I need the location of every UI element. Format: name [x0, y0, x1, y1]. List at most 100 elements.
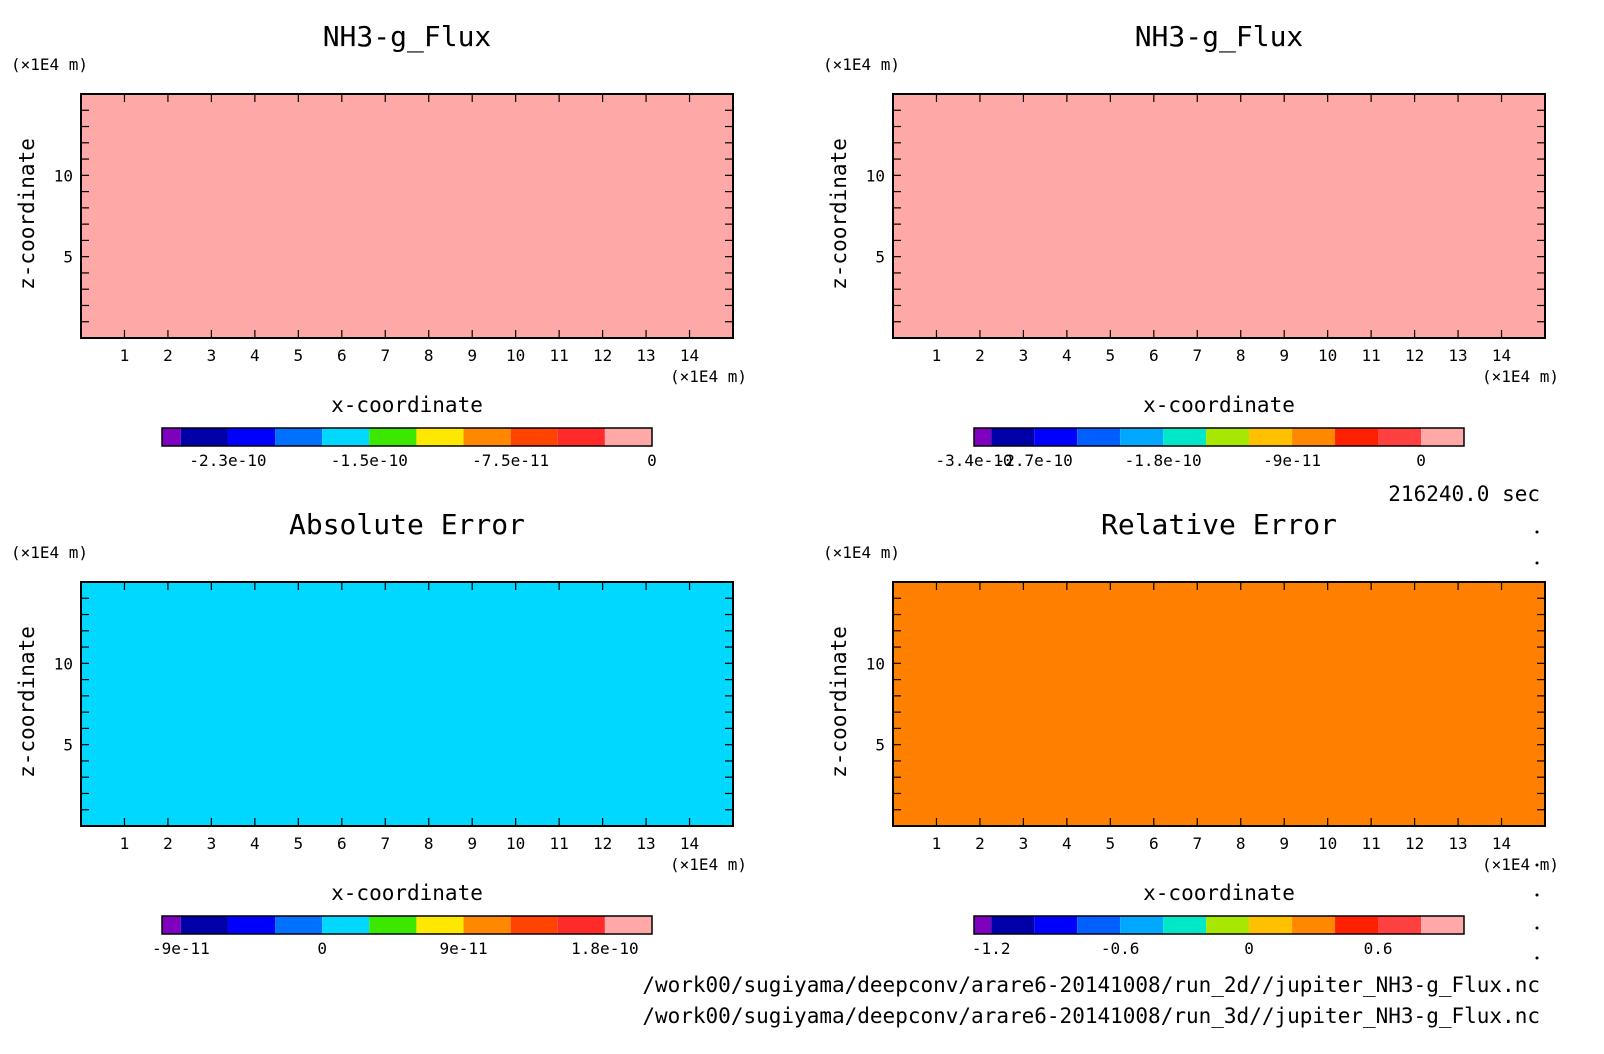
colorbar-segment [416, 428, 464, 446]
colorbar-segment [275, 428, 323, 446]
colorbar-segment [991, 428, 1035, 446]
x-unit-label: (×1E4 m) [670, 367, 747, 386]
footer-file-2d: /work00/sugiyama/deepconv/arare6-2014100… [642, 973, 1540, 997]
colorbar-tick-label: 0 [1416, 451, 1426, 470]
colorbar-segment [974, 428, 992, 446]
panel-title: Relative Error [1101, 508, 1337, 541]
field-fill [893, 94, 1545, 338]
x-unit-label: (×1E4 m) [1482, 855, 1559, 874]
colorbar-tick-label: -9e-11 [152, 939, 210, 958]
x-tick-label: 12 [1405, 834, 1424, 853]
colorbar-frame [973, 427, 1465, 447]
x-tick-label: 7 [1192, 834, 1202, 853]
x-axis-label: x-coordinate [331, 881, 483, 905]
x-tick-label: 8 [1236, 346, 1246, 365]
y-unit-label: (×1E4 m) [823, 55, 900, 74]
x-tick-label: 1 [932, 346, 942, 365]
panel-1: NH3-g_Flux(×1E4 m)1 2 3 4 5 6 7 8 9 10 11 12 13 14510… [11, 20, 747, 470]
colorbar-segment [1249, 428, 1293, 446]
x-tick-label: 12 [593, 346, 612, 365]
dot [1535, 956, 1539, 960]
x-tick-label: 1 [932, 834, 942, 853]
colorbar-segment [1335, 916, 1379, 934]
x-tick-label: 4 [250, 346, 260, 365]
y-tick-label: 10 [866, 166, 885, 185]
x-tick-label: 6 [337, 346, 347, 365]
x-tick-label: 10 [1318, 834, 1337, 853]
x-tick-label: 8 [424, 834, 434, 853]
time-label: 216240.0 sec [1388, 482, 1540, 506]
colorbar-frame [161, 427, 653, 447]
colorbar-segment [991, 916, 1035, 934]
colorbar-segment [1163, 428, 1207, 446]
x-tick-label: 3 [207, 834, 217, 853]
colorbar-segment [510, 916, 558, 934]
x-tick-label: 13 [1448, 346, 1467, 365]
panel-3: Absolute Error(×1E4 m)1 2 3 4 5 6 7 8 9 10 11 12 13 1… [11, 508, 747, 958]
colorbar: -1.2 -0.6 0 0.6 [972, 915, 1465, 958]
dot [1535, 863, 1539, 867]
colorbar-segment [1034, 428, 1078, 446]
colorbar-tick-label: -1.8e-10 [1125, 451, 1202, 470]
colorbar-tick-label: 0.6 [1364, 939, 1393, 958]
colorbar-segment [1421, 916, 1464, 934]
colorbar-tick-label: -1.2 [972, 939, 1011, 958]
x-tick-label: 6 [1149, 834, 1159, 853]
colorbar-tick-label: -2.3e-10 [189, 451, 266, 470]
colorbar-segment [463, 428, 511, 446]
x-tick-label: 13 [1448, 834, 1467, 853]
x-tick-label: 2 [163, 346, 173, 365]
y-axis-label: z-coordinate [15, 626, 39, 778]
y-unit-label: (×1E4 m) [11, 543, 88, 562]
x-tick-label: 14 [1492, 834, 1511, 853]
colorbar-tick-label: -7.5e-11 [472, 451, 549, 470]
colorbar: -9e-11 0 9e-11 1.8e-10 [152, 915, 653, 958]
x-tick-label: 13 [636, 834, 655, 853]
x-tick-label: 5 [294, 834, 304, 853]
x-tick-label: 7 [380, 834, 390, 853]
x-unit-label: (×1E4 m) [1482, 367, 1559, 386]
colorbar-segment [1292, 916, 1336, 934]
x-tick-label: 10 [506, 834, 525, 853]
plot-frame [892, 93, 1546, 339]
x-tick-label: 5 [1106, 346, 1116, 365]
x-tick-label: 4 [250, 834, 260, 853]
colorbar-tick-label: -1.5e-10 [331, 451, 408, 470]
colorbar-segment [162, 428, 181, 446]
x-tick-label: 6 [1149, 346, 1159, 365]
x-tick-label: 5 [294, 346, 304, 365]
x-tick-label: 9 [1279, 346, 1289, 365]
colorbar: -3.4e-10-2.7e-10 -1.8e-10 -9e-11 0 [935, 427, 1465, 470]
x-tick-label: 12 [593, 834, 612, 853]
y-unit-label: (×1E4 m) [823, 543, 900, 562]
x-tick-label: 2 [975, 834, 985, 853]
colorbar-segment [1249, 916, 1293, 934]
y-axis-label: z-coordinate [827, 138, 851, 290]
colorbar-segment [416, 916, 464, 934]
panel-title: NH3-g_Flux [323, 20, 492, 54]
colorbar-segment [1077, 428, 1121, 446]
colorbar-segment [463, 916, 511, 934]
x-tick-label: 10 [1318, 346, 1337, 365]
x-tick-label: 2 [975, 346, 985, 365]
colorbar-segment [1378, 916, 1422, 934]
colorbar-tick-label: 0 [317, 939, 327, 958]
panel-4: Relative Error(×1E4 m)1 2 3 4 5 6 7 8 9 10 11 12 13 1… [823, 508, 1559, 958]
y-tick-label: 5 [63, 736, 73, 755]
colorbar-segment [1378, 428, 1422, 446]
x-tick-label: 14 [1492, 346, 1511, 365]
colorbar-frame [161, 915, 653, 935]
colorbar-segment [510, 428, 558, 446]
y-tick-label: 5 [63, 248, 73, 267]
x-tick-label: 2 [163, 834, 173, 853]
colorbar-segment [1120, 428, 1164, 446]
x-axis-label: x-coordinate [331, 393, 483, 417]
colorbar-segment [162, 916, 181, 934]
colorbar-segment [1120, 916, 1164, 934]
panel-title: Absolute Error [289, 508, 525, 541]
y-axis-label: z-coordinate [827, 626, 851, 778]
x-tick-label: 11 [1362, 834, 1381, 853]
footer-file-3d: /work00/sugiyama/deepconv/arare6-2014100… [642, 1004, 1540, 1028]
x-tick-label: 1 [120, 346, 130, 365]
